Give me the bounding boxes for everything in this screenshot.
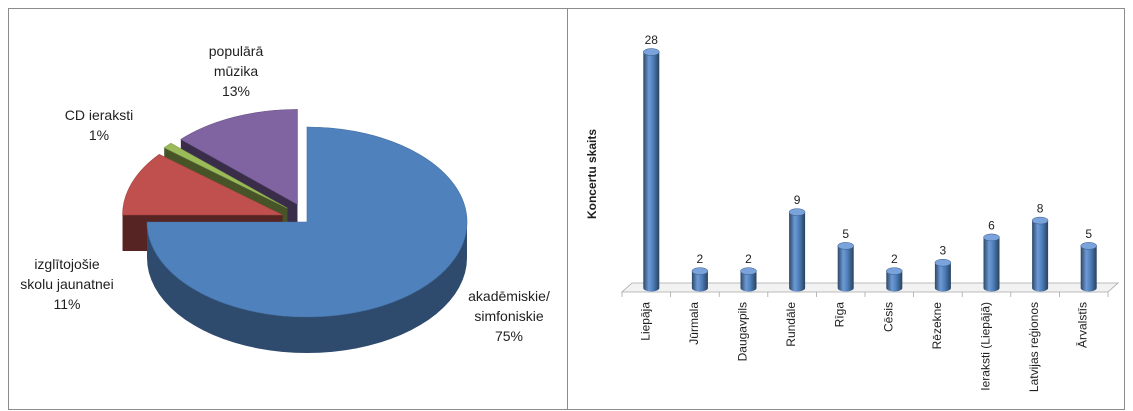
bar-value-label-1: 2: [697, 252, 704, 266]
category-label-8: Latvijas reģionos: [1027, 302, 1041, 392]
bar-value-label-9: 5: [1085, 227, 1092, 241]
pie-label-0: akadēmiskie/simfoniskie 75%: [468, 288, 550, 344]
category-label-9: Ārvalstīs: [1076, 302, 1090, 348]
category-label-5: Cēsis: [881, 302, 895, 332]
bar-5: [886, 267, 903, 292]
bar-2: [740, 267, 757, 292]
bar-9: [1080, 242, 1097, 292]
bar-value-label-2: 2: [745, 252, 752, 266]
category-label-1: Jūrmala: [687, 302, 701, 345]
pie-label-1: izglītojošie skolu jaunatnei 11%: [20, 256, 113, 312]
bar-0: [643, 48, 660, 292]
bar-value-label-0: 28: [645, 33, 659, 47]
pie-label-3: populārā mūzika 13%: [209, 43, 264, 99]
category-label-3: Rundāle: [784, 302, 798, 347]
pie-label-2: CD ieraksti 1%: [65, 107, 133, 143]
pie-chart-panel: akadēmiskie/simfoniskie 75% izglītojošie sk…: [8, 8, 568, 410]
bar-value-label-4: 5: [842, 227, 849, 241]
bar-3: [788, 208, 806, 292]
bar-7: [983, 233, 1000, 292]
bar-value-label-6: 3: [940, 244, 947, 258]
pie-slices: [122, 109, 468, 353]
category-label-4: Rīga: [833, 302, 847, 328]
bars: [643, 48, 1097, 292]
pie-slice-3: [180, 109, 298, 205]
bar-value-label-5: 2: [891, 252, 898, 266]
category-label-7: Ieraksti (Liepājā): [979, 302, 993, 391]
pie-labels: akadēmiskie/simfoniskie 75% izglītojošie sk…: [20, 43, 550, 344]
category-label-0: Liepāja: [638, 302, 652, 341]
y-axis-label: Koncertu skaits: [585, 129, 599, 219]
pie-slice-1: [122, 154, 283, 216]
bar-8: [1031, 216, 1049, 292]
pie-slice-0: [146, 126, 468, 318]
pie-slice-2: [163, 142, 288, 209]
bar-value-label-8: 8: [1037, 202, 1044, 216]
bar-4: [837, 242, 854, 292]
category-label-6: Rēzekne: [930, 302, 944, 350]
category-label-2: Daugavpils: [736, 302, 750, 361]
pie-chart: akadēmiskie/simfoniskie 75% izglītojošie sk…: [20, 43, 550, 353]
bar-chart-panel: Koncertu skaits 28 Liepāja 2 Jūrmala 2 Daugavp…: [567, 8, 1125, 410]
bar-1: [691, 267, 709, 292]
bar-6: [934, 258, 952, 292]
bar-value-label-3: 9: [794, 193, 801, 207]
bar-chart: Koncertu skaits28Liepāja2Jūrmala2Daugavp…: [585, 33, 1120, 392]
bar-value-label-7: 6: [988, 218, 995, 232]
